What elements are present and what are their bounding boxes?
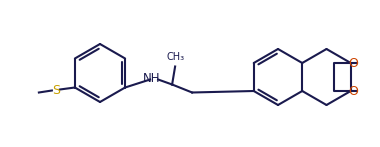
Text: CH₃: CH₃ bbox=[166, 51, 184, 61]
Text: S: S bbox=[52, 84, 60, 97]
Text: O: O bbox=[348, 85, 358, 97]
Text: O: O bbox=[348, 56, 358, 70]
Text: NH: NH bbox=[143, 72, 161, 85]
